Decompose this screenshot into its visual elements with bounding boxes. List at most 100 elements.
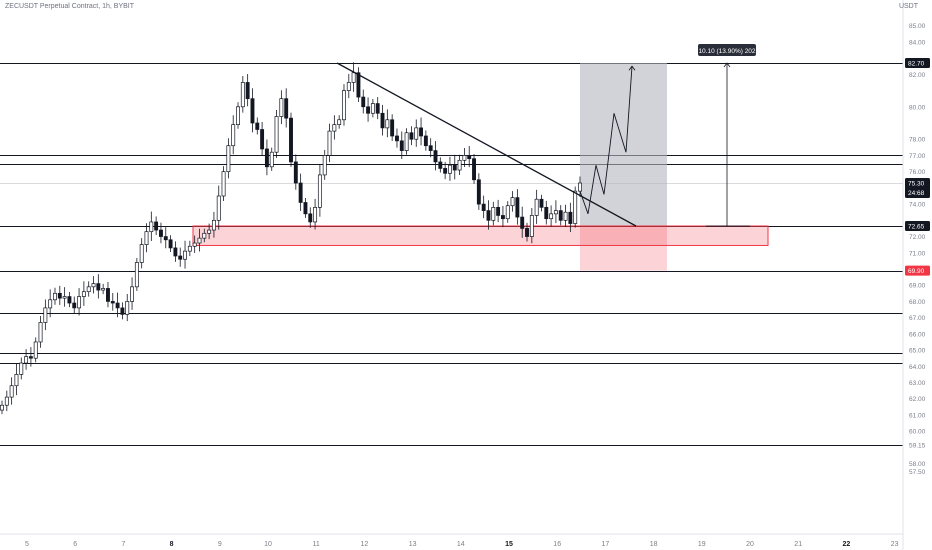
price-tick-label: 58.00 [909,461,926,468]
time-axis[interactable]: 5 6 7 8 9 10 11 12 13 14 15 16 17 18 19 20 21 22 23 [0,533,903,548]
candle-body [332,124,337,132]
price-tick-label: 78.00 [909,137,926,144]
candle-body [423,135,428,147]
price-tag-label: 75.30 [908,181,925,188]
price-tag-box [905,178,930,199]
candle-body [544,206,549,220]
price-tick-label: 65.00 [909,348,926,355]
candle-body [404,132,409,151]
candle-body [293,161,298,184]
time-tick-label: 20 [746,541,754,548]
position-zones [192,63,769,271]
time-tick-label: 5 [25,541,29,548]
candle-body [395,135,399,142]
candle-body [529,215,534,237]
price-tick-label: 62.00 [909,396,926,403]
time-tick-label: 9 [218,541,222,548]
candle-body [549,213,554,220]
candle-body [366,106,371,114]
price-axis[interactable]: 85.00 84.00 82.00 80.00 78.00 77.00 76.00 75.30… [902,0,930,550]
candle-body [134,262,139,288]
price-tick-label: 59.15 [909,442,926,449]
candle-body [298,182,303,203]
candle-body [539,198,544,208]
price-tick-label: 68.00 [909,299,926,306]
candle-body [370,103,375,114]
price-candles [0,62,582,415]
candle-body [317,174,322,208]
price-tick-label: 67.00 [909,315,926,322]
candle-body [428,145,433,151]
candle-body [38,322,43,343]
candle-body [342,90,346,121]
projected-price-path [579,66,633,214]
candle-body [14,374,19,387]
candle-body [274,116,279,153]
price-tick-label: 69.00 [909,283,926,290]
candle-body [399,140,404,151]
candle-body [260,129,265,150]
candle-body [515,197,520,218]
time-tick-label: 17 [602,541,610,548]
candle-body [139,244,144,263]
candle-body [187,245,192,252]
candle-body [438,161,443,169]
candle-body [110,301,115,304]
measure-arrowhead [723,62,731,68]
candle-body [28,356,33,359]
candle-body [491,206,496,221]
candle-body [568,211,573,224]
price-tick-label: 74.00 [909,202,926,209]
candle-body [236,106,240,125]
price-tick-label: 63.00 [909,380,926,387]
time-tick-label: 11 [313,541,320,548]
projected-path-arrowhead [628,65,636,71]
candle-body [211,219,216,231]
time-tick-label: 19 [698,541,706,548]
candle-body [192,242,197,247]
candle-body [419,127,424,137]
measure-label: 10.10 (13.90%) 202 [698,48,755,55]
candle-body [81,291,86,297]
candle-body [573,190,578,224]
candle-body [505,205,510,220]
price-tag-box [905,265,930,276]
candle-body [462,155,467,161]
candle-body [101,288,106,291]
candle-body [86,286,91,293]
candle-body [322,155,327,176]
time-tick-label: 13 [409,541,417,548]
horizontal-levels [0,63,903,446]
candle-body [264,148,269,168]
candle-body [563,211,568,221]
candle-body [476,179,481,205]
candle-body [448,164,452,174]
candle-body [390,119,395,137]
candle-body [149,221,154,233]
time-tick-label: 7 [121,541,125,548]
candle-body [578,182,582,192]
price-tick-label: 64.00 [909,364,926,371]
candle-body [452,164,457,171]
long-position-stop-zone [580,226,667,271]
candle-body [96,283,101,291]
price-tick-label: 61.00 [909,412,926,419]
descending-trendline [336,62,637,227]
candle-body [4,396,9,406]
candle-body [525,228,529,237]
price-tick-label: 85.00 [909,23,926,30]
candle-body [457,159,462,171]
candle-body [48,299,53,309]
demand-zone-rectangle [192,225,769,246]
price-tick-label: 84.00 [909,39,926,46]
candle-body [226,145,231,173]
candle-body [380,112,385,129]
candle-body [467,155,472,160]
candle-body [0,404,4,411]
candle-body [289,117,293,163]
candle-body [120,307,125,315]
candle-body [500,215,505,220]
candle-body [534,198,539,216]
candle-body [178,255,183,260]
